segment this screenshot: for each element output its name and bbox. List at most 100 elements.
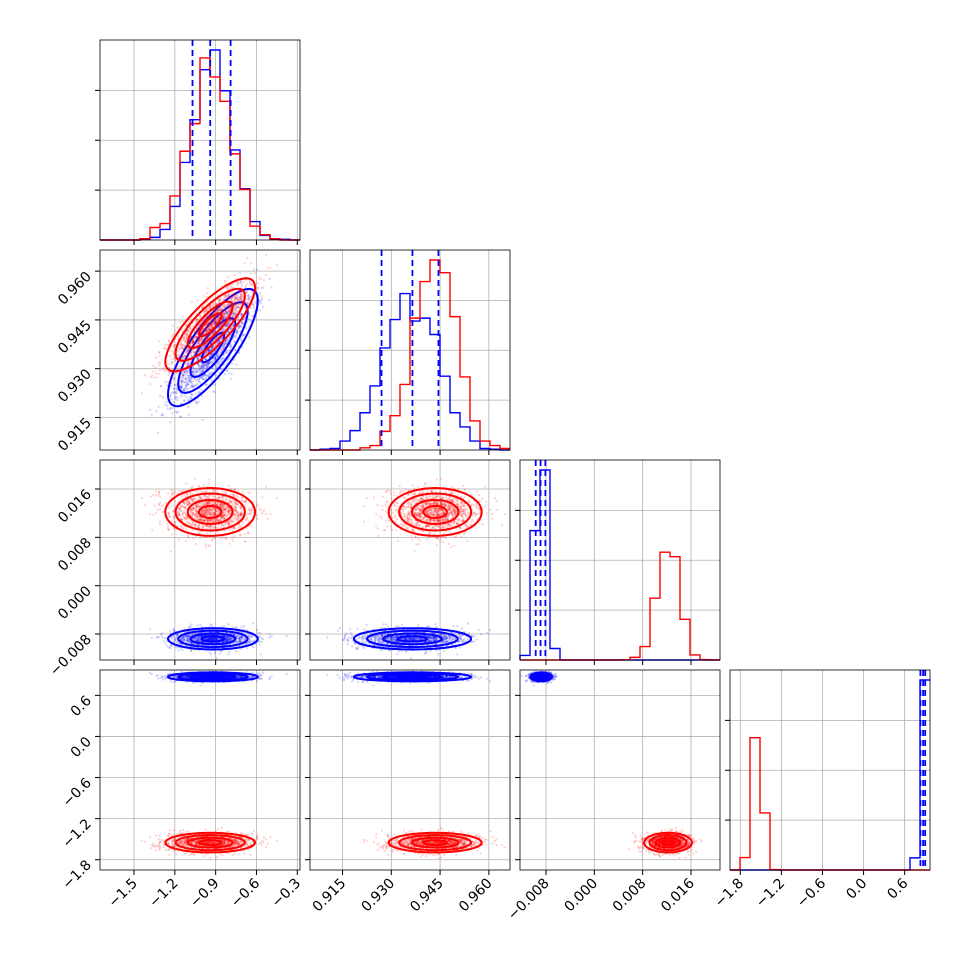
sample-point [198,368,201,371]
sample-point [215,320,218,323]
sample-point [228,307,231,311]
sample-point [172,630,175,633]
sample-point [261,297,264,300]
sample-point [196,335,199,338]
sample-point [210,380,213,383]
sample-point [239,513,242,516]
sample-point [162,368,165,371]
sample-point [172,378,175,381]
sample-point [189,342,193,345]
sample-point [202,365,205,368]
sample-point [225,352,228,355]
sample-point [191,340,194,343]
sample-point [206,638,209,641]
sample-point [207,512,210,515]
sample-point [226,514,229,517]
sample-point [205,374,208,377]
sample-point [166,525,169,528]
sample-point [210,518,213,521]
sample-point [237,641,240,644]
sample-point [194,636,197,639]
sample-point [225,506,228,510]
sample-point [229,499,232,502]
sample-point [193,335,196,339]
sample-point [205,329,208,332]
sample-point [201,306,204,309]
sample-point [222,316,225,319]
sample-point [220,522,223,526]
sample-point [174,500,177,503]
sample-point [187,413,190,416]
sample-point [217,353,220,356]
sample-point [202,374,205,377]
sample-point [194,504,198,507]
sample-point [197,357,200,360]
sample-point [203,332,206,335]
sample-point [201,490,204,493]
sample-point [190,376,193,379]
sample-point [205,329,208,332]
sample-point [233,304,236,307]
sample-point [207,500,210,503]
sample-point [170,357,173,361]
sample-point [208,322,211,325]
sample-point [202,378,205,381]
sample-point [156,508,159,511]
sample-point [197,328,200,332]
sample-point [188,374,191,377]
sample-point [222,314,226,317]
sample-point [205,326,208,329]
sample-point [178,347,182,350]
sample-point [226,510,230,514]
sample-point [250,262,253,265]
sample-point [218,308,221,311]
sample-point [223,295,226,298]
sample-point [160,414,163,417]
sample-point [187,361,190,364]
sample-point [205,315,209,318]
sample-point [214,321,217,324]
sample-point [214,309,217,312]
sample-point [206,325,209,328]
sample-point [188,381,191,384]
sample-point [199,322,202,325]
sample-point [224,311,227,314]
sample-point [216,316,219,319]
sample-point [228,636,232,639]
sample-point [240,294,243,297]
sample-point [162,640,165,643]
sample-point [257,640,260,644]
sample-point [235,503,238,506]
sample-point [214,320,218,323]
sample-point [185,515,188,518]
sample-point [255,629,259,632]
sample-point [238,636,241,640]
sample-point [221,310,224,313]
sample-point [214,507,217,510]
sample-point [183,336,186,339]
sample-point [200,365,203,368]
sample-point [214,321,217,324]
sample-point [224,351,227,354]
sample-point [205,330,208,333]
panel-diag-1 [305,249,511,451]
sample-point [239,639,242,642]
sample-point [235,296,238,300]
sample-point [174,521,177,524]
sample-point [214,319,217,322]
sample-point [210,347,213,350]
sample-point [221,317,224,320]
sample-point [195,351,198,354]
sample-point [167,363,170,366]
sample-point [268,299,271,302]
sample-point [204,329,207,332]
sample-point [260,298,263,301]
sample-point [223,514,226,517]
sample-point [204,363,207,366]
sample-point [197,638,200,641]
panel-frame [519,459,721,661]
sample-point [206,638,209,641]
sample-point [169,385,172,388]
sample-point [221,516,224,519]
sample-point [211,366,214,369]
